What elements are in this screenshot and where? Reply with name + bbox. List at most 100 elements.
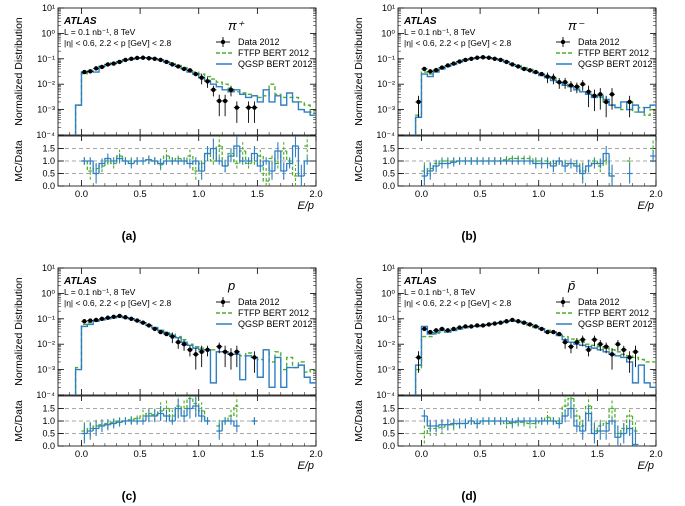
legend-data-label: Data 2012	[578, 37, 620, 47]
y-tick-label: 10⁻¹	[37, 54, 55, 64]
data-point	[598, 92, 603, 97]
ratio-y-tick-label: 0.5	[382, 429, 395, 439]
y-tick-label: 10⁰	[381, 28, 395, 38]
data-point	[222, 98, 228, 104]
data-point	[439, 65, 445, 70]
data-point	[217, 344, 222, 349]
data-point	[457, 59, 462, 64]
x-tick-label: 0.0	[415, 189, 428, 200]
experiment-label: ATLAS	[403, 16, 437, 27]
selection-cuts-label: |η| < 0.6, 2.2 < p [GeV] < 2.8	[404, 38, 511, 48]
data-point	[187, 68, 193, 73]
data-point	[633, 349, 638, 355]
y-tick-label: 10⁻⁴	[376, 390, 395, 400]
legend-qgsp-label: QGSP BERT 2012	[238, 319, 313, 329]
y-axis-label: Normalized Distribution	[353, 277, 365, 386]
data-point	[451, 326, 456, 332]
x-axis-label: E/p	[297, 200, 314, 212]
data-point	[439, 326, 445, 332]
x-tick-label: 1.5	[591, 189, 604, 200]
y-tick-label: 10⁻³	[37, 365, 55, 375]
ratio-y-tick-label: 0.0	[42, 441, 55, 451]
data-point	[176, 339, 181, 345]
data-point	[539, 71, 544, 77]
x-tick-label: 0.5	[133, 449, 146, 460]
legend-data-marker	[220, 39, 226, 45]
data-point	[539, 326, 544, 332]
y-tick-label: 10¹	[42, 263, 55, 273]
data-point	[199, 349, 204, 355]
data-point	[158, 329, 163, 335]
data-point	[562, 339, 568, 345]
y-tick-label: 10⁻¹	[377, 54, 395, 64]
data-point	[486, 322, 492, 327]
ratio-y-tick-label: 0.5	[42, 169, 55, 179]
data-point	[234, 349, 240, 355]
y-axis-label: Normalized Distribution	[13, 277, 25, 386]
data-point	[228, 352, 234, 357]
particle-label: π⁻	[568, 18, 585, 33]
data-point	[187, 347, 193, 353]
luminosity-label: L = 0.1 nb⁻¹, 8 TeV	[64, 287, 136, 297]
data-point	[574, 84, 580, 89]
data-point	[609, 92, 615, 97]
data-point	[586, 347, 591, 353]
x-tick-label: 2.0	[649, 189, 662, 200]
x-tick-label: 1.0	[532, 189, 545, 200]
data-point	[568, 83, 574, 88]
data-point	[93, 66, 99, 71]
data-point	[527, 68, 533, 73]
ratio-y-tick-label: 1.5	[42, 144, 55, 154]
data-point	[603, 99, 609, 105]
data-point	[176, 64, 181, 69]
y-tick-label: 10⁻⁴	[36, 390, 55, 400]
data-point	[469, 56, 474, 61]
data-point	[492, 56, 497, 61]
data-point	[205, 347, 210, 353]
y-tick-label: 10⁻¹	[37, 314, 55, 324]
data-point	[181, 66, 187, 72]
y-tick-label: 10⁻³	[37, 105, 55, 115]
data-point	[609, 352, 615, 357]
x-tick-label: 0.0	[75, 189, 88, 200]
data-point	[99, 316, 105, 321]
data-point	[140, 55, 146, 60]
data-point	[521, 320, 527, 325]
data-point	[158, 57, 163, 63]
selection-cuts-label: |η| < 0.6, 2.2 < p [GeV] < 2.8	[64, 38, 171, 48]
data-point	[193, 352, 198, 357]
x-tick-label: 0.0	[415, 449, 428, 460]
x-tick-label: 1.5	[251, 189, 264, 200]
x-tick-label: 1.0	[192, 449, 205, 460]
panel-caption: (c)	[122, 489, 137, 503]
data-point	[527, 322, 533, 327]
data-point	[498, 320, 503, 325]
data-point	[129, 316, 134, 321]
data-point	[474, 323, 480, 328]
data-point	[199, 75, 204, 80]
x-tick-label: 1.5	[591, 449, 604, 460]
data-point	[580, 82, 585, 87]
data-point	[551, 329, 556, 335]
ftfp-histogram	[414, 320, 656, 395]
data-point	[463, 57, 468, 63]
panel-caption: (a)	[122, 229, 137, 243]
legend-ftfp-label: FTFP BERT 2012	[238, 48, 309, 58]
data-point	[428, 69, 433, 74]
panel-a: 10⁻⁴ 10⁻³ 10⁻² 10⁻¹ 10⁰ 10¹ 0.0 0.5 1.0 1.5 0.0 0.5…	[13, 3, 323, 243]
data-point	[93, 317, 99, 323]
data-point	[146, 56, 152, 61]
ratio-y-tick-label: 1.0	[382, 156, 395, 166]
y-tick-label: 10⁰	[41, 288, 55, 298]
luminosity-label: L = 0.1 nb⁻¹, 8 TeV	[404, 27, 476, 37]
data-point	[246, 105, 251, 110]
data-point	[222, 349, 228, 355]
ratio-y-tick-label: 0.0	[42, 181, 55, 191]
data-point	[592, 93, 597, 98]
panel-caption: (d)	[461, 489, 476, 503]
data-point	[451, 61, 456, 66]
panel-d: 10⁻⁴ 10⁻³ 10⁻² 10⁻¹ 10⁰ 10¹ 0.0 0.5 1.0 1.5 0.0 0.5…	[353, 263, 663, 503]
data-point	[627, 99, 632, 105]
data-point	[140, 320, 146, 325]
